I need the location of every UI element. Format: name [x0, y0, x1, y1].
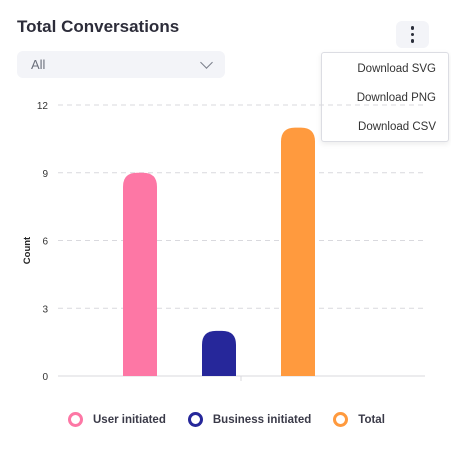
chart-menu-button[interactable]	[396, 21, 429, 48]
legend-item-business-initiated[interactable]: Business initiated	[187, 412, 312, 427]
export-menu: Download SVG Download PNG Download CSV	[321, 52, 449, 142]
chart-legend: User initiated Business initiated Total	[68, 412, 407, 427]
more-vertical-icon-dot	[410, 39, 415, 43]
download-csv-item[interactable]: Download CSV	[358, 121, 436, 133]
bar-user-initiated	[123, 172, 157, 376]
more-vertical-icon-dot	[410, 32, 415, 37]
legend-marker-icon	[333, 412, 349, 427]
filter-dropdown[interactable]: All	[17, 51, 225, 78]
filter-selected-value: All	[31, 57, 46, 72]
download-png-item[interactable]: Download PNG	[356, 92, 436, 104]
y-tick-label: 9	[42, 169, 48, 180]
y-tick-label: 6	[42, 237, 48, 248]
legend-label: User initiated	[93, 413, 166, 426]
legend-item-user-initiated[interactable]: User initiated	[68, 412, 166, 427]
legend-marker-icon	[187, 412, 203, 427]
legend-marker-icon	[68, 412, 83, 427]
y-axis-label: Count	[22, 236, 33, 264]
y-tick-label: 12	[37, 101, 49, 112]
bar-total	[281, 127, 315, 376]
legend-item-total[interactable]: Total	[333, 412, 385, 427]
y-tick-label: 0	[42, 372, 48, 383]
page-title: Total Conversations	[17, 17, 180, 36]
bar-business-initiated	[202, 330, 236, 376]
download-svg-item[interactable]: Download SVG	[357, 63, 436, 75]
y-tick-label: 3	[42, 304, 48, 315]
legend-label: Total	[358, 413, 385, 426]
more-vertical-icon-dot	[410, 26, 415, 30]
legend-label: Business initiated	[212, 413, 312, 426]
